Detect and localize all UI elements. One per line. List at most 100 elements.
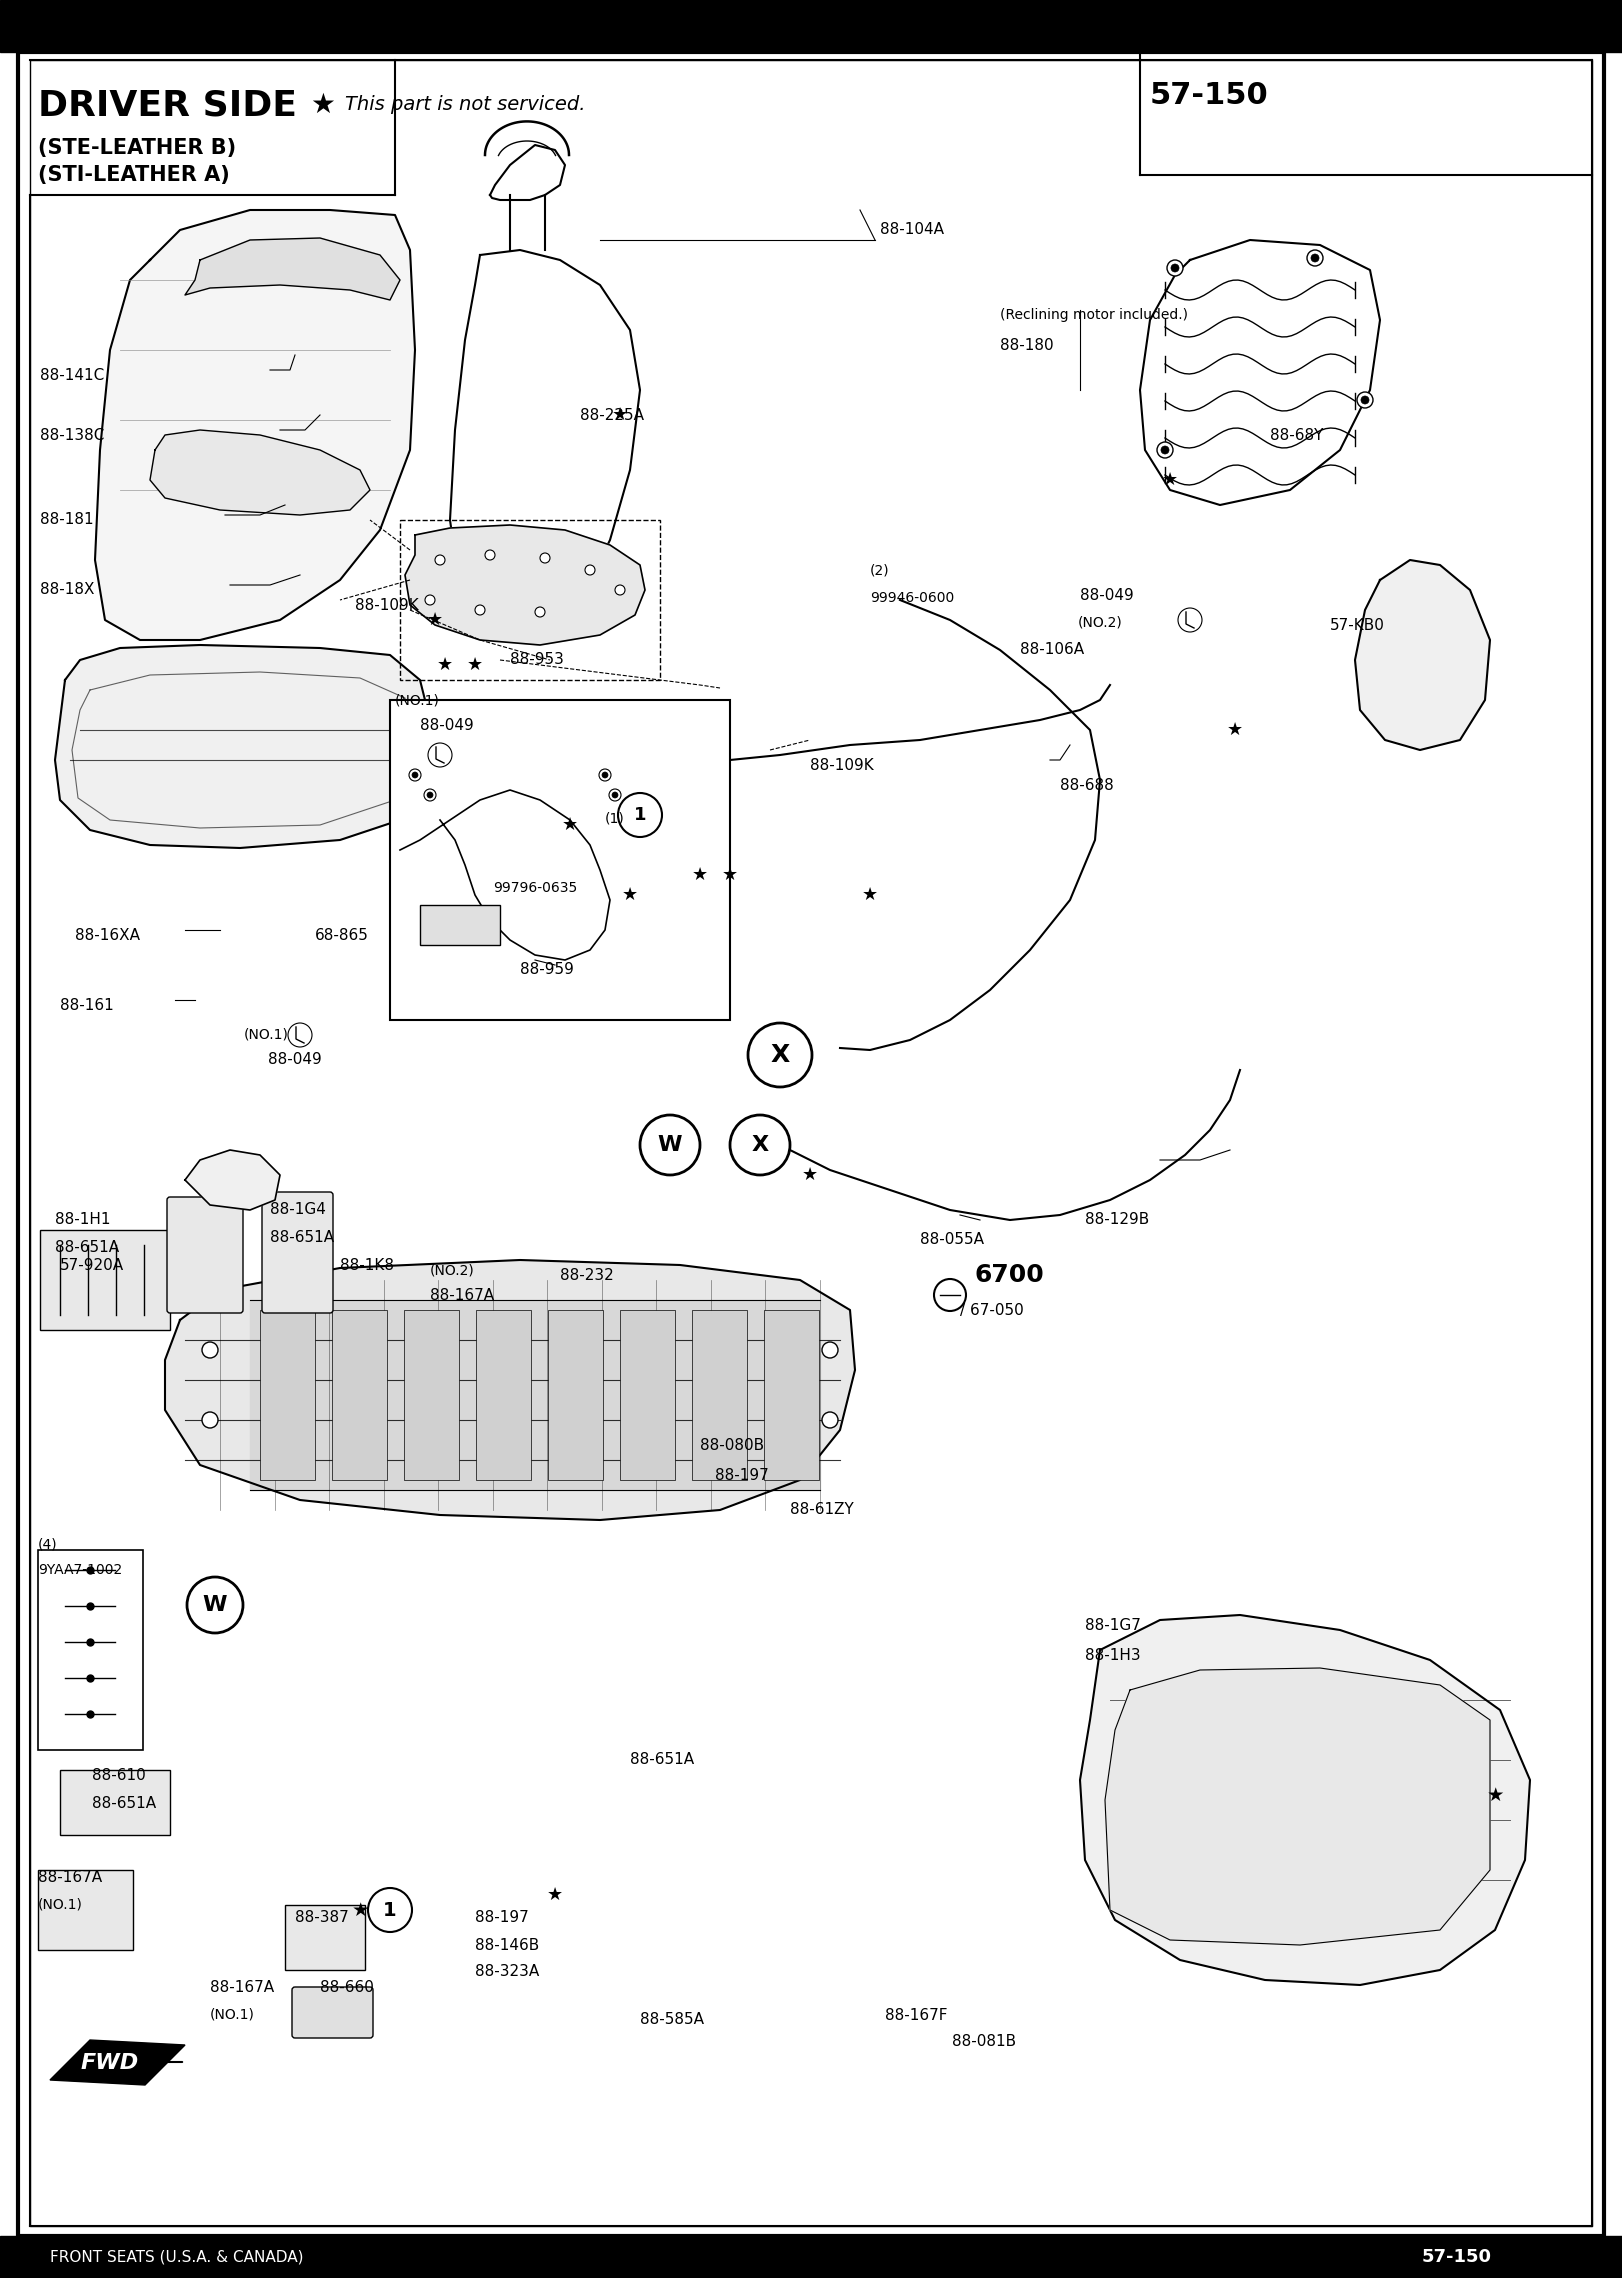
Text: 99796-0635: 99796-0635	[493, 882, 577, 895]
Text: 88-651A: 88-651A	[55, 1242, 118, 1255]
Circle shape	[1156, 442, 1173, 458]
Text: 88-387: 88-387	[295, 1911, 349, 1925]
Text: 57-KB0: 57-KB0	[1330, 617, 1385, 633]
Text: ★: ★	[427, 611, 443, 629]
Text: (STE-LEATHER B): (STE-LEATHER B)	[37, 139, 237, 157]
Text: ★: ★	[801, 1166, 817, 1185]
FancyBboxPatch shape	[292, 1986, 373, 2039]
Circle shape	[586, 565, 595, 574]
Polygon shape	[96, 210, 415, 640]
Text: X: X	[770, 1043, 790, 1066]
Text: 1: 1	[634, 806, 646, 825]
Text: (Reclining motor included.): (Reclining motor included.)	[1001, 308, 1187, 321]
Circle shape	[608, 788, 621, 802]
Text: 99946-0600: 99946-0600	[869, 590, 954, 606]
Text: (4): (4)	[37, 1538, 58, 1551]
Text: (NO.1): (NO.1)	[396, 693, 440, 706]
Circle shape	[475, 606, 485, 615]
Circle shape	[934, 1278, 967, 1312]
Text: ★: ★	[861, 886, 878, 904]
Text: (NO.1): (NO.1)	[37, 1898, 83, 1911]
Bar	[285, 1904, 365, 1970]
Circle shape	[1178, 608, 1202, 631]
Text: ★: ★	[1486, 1786, 1504, 1804]
Text: ★: ★	[621, 886, 637, 904]
Text: ★: ★	[693, 866, 709, 884]
Circle shape	[822, 1342, 839, 1358]
Circle shape	[611, 793, 618, 797]
Bar	[333, 1310, 388, 1481]
Circle shape	[1171, 264, 1179, 271]
Circle shape	[535, 606, 545, 617]
Circle shape	[409, 770, 422, 781]
Circle shape	[1358, 392, 1372, 408]
Circle shape	[485, 549, 495, 560]
Text: W: W	[659, 1134, 683, 1155]
Circle shape	[599, 770, 611, 781]
Polygon shape	[55, 645, 430, 847]
Bar	[475, 1310, 530, 1481]
Bar	[0, 0, 1622, 52]
Text: 88-651A: 88-651A	[269, 1230, 334, 1246]
Polygon shape	[406, 524, 646, 645]
Circle shape	[748, 1023, 813, 1087]
Text: This part is not serviced.: This part is not serviced.	[345, 96, 586, 114]
Bar	[420, 904, 500, 945]
Text: ★: ★	[722, 866, 738, 884]
Text: 88-1G7: 88-1G7	[1085, 1617, 1140, 1633]
Text: FWD: FWD	[81, 2052, 139, 2073]
Text: 88-16XA: 88-16XA	[75, 927, 139, 943]
Circle shape	[203, 1342, 217, 1358]
Text: 88-104A: 88-104A	[881, 223, 944, 237]
Text: (NO.2): (NO.2)	[430, 1262, 475, 1278]
Text: 57-920A: 57-920A	[60, 1257, 125, 1273]
Text: 88-323A: 88-323A	[475, 1964, 539, 1980]
Text: 88-1K8: 88-1K8	[341, 1257, 394, 1273]
Text: ★: ★	[436, 656, 453, 674]
Text: W: W	[203, 1595, 227, 1615]
Text: 88-197: 88-197	[715, 1467, 769, 1483]
Text: (STI-LEATHER A): (STI-LEATHER A)	[37, 164, 230, 185]
Text: ★: ★	[352, 1900, 368, 1920]
Circle shape	[641, 1114, 701, 1175]
Bar	[37, 1549, 143, 1750]
Circle shape	[822, 1412, 839, 1428]
Text: 88-055A: 88-055A	[920, 1232, 985, 1248]
Text: 88-167F: 88-167F	[886, 2007, 947, 2023]
Text: 88-109K: 88-109K	[355, 597, 418, 613]
Text: 88-129B: 88-129B	[1085, 1212, 1150, 1228]
Text: 57-150: 57-150	[1422, 2248, 1492, 2267]
Text: (NO.1): (NO.1)	[209, 2007, 255, 2023]
Text: 88-651A: 88-651A	[92, 1795, 156, 1811]
Text: (NO.1): (NO.1)	[243, 1027, 289, 1041]
Text: 88-610: 88-610	[92, 1768, 146, 1781]
Circle shape	[615, 585, 624, 595]
Text: 88-049: 88-049	[420, 718, 474, 734]
Bar	[404, 1310, 459, 1481]
Polygon shape	[165, 1260, 855, 1519]
Text: 88-959: 88-959	[521, 964, 574, 977]
Circle shape	[423, 788, 436, 802]
Circle shape	[730, 1114, 790, 1175]
FancyBboxPatch shape	[263, 1191, 333, 1312]
Bar	[260, 1310, 315, 1481]
Circle shape	[368, 1888, 412, 1932]
Text: ★: ★	[611, 405, 628, 424]
Bar	[37, 1870, 133, 1950]
Text: 88-146B: 88-146B	[475, 1939, 539, 1952]
Circle shape	[187, 1576, 243, 1633]
Bar	[620, 1310, 675, 1481]
Circle shape	[1161, 446, 1169, 453]
Polygon shape	[185, 237, 401, 301]
Text: 88-660: 88-660	[320, 1980, 375, 1996]
Text: 88-049: 88-049	[1080, 588, 1134, 601]
Circle shape	[289, 1023, 311, 1048]
Bar	[401, 519, 660, 681]
Circle shape	[435, 556, 444, 565]
Bar	[0, 2237, 1622, 2278]
Text: 88-1G4: 88-1G4	[269, 1203, 326, 1216]
Circle shape	[425, 595, 435, 606]
Text: 88-081B: 88-081B	[952, 2034, 1015, 2050]
Circle shape	[540, 554, 550, 563]
Text: 88-138C: 88-138C	[41, 428, 104, 442]
